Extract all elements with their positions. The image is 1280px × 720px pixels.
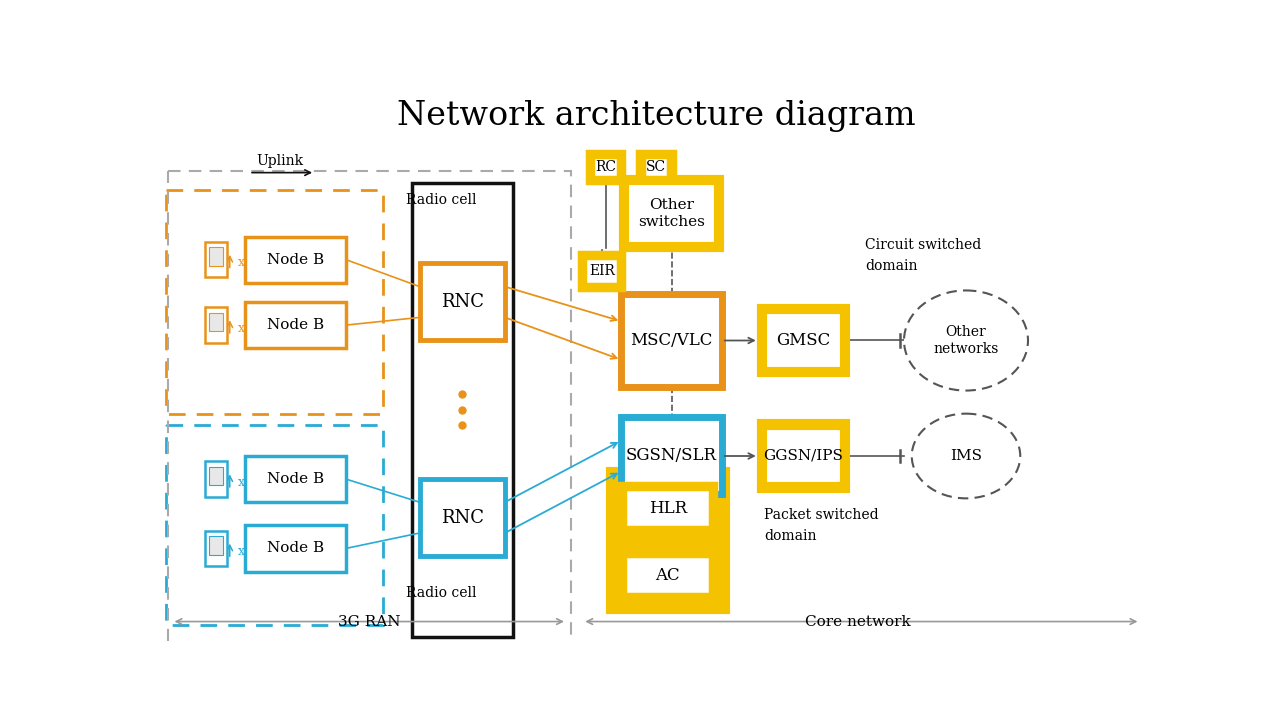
Text: Radio cell: Radio cell [407,586,477,600]
Text: Other
switches: Other switches [637,198,705,228]
Text: x: x [238,476,244,489]
Text: Packet switched
domain: Packet switched domain [764,508,879,543]
Text: Node B: Node B [268,472,324,486]
Text: x: x [238,545,244,558]
Text: SC: SC [646,161,666,174]
Text: RNC: RNC [440,293,484,311]
Bar [205,531,227,566]
Bar [585,258,618,284]
Bar [626,490,710,527]
Text: RC: RC [595,161,616,174]
Bar [621,177,722,250]
Bar [588,151,625,184]
Bar [593,157,618,177]
Bar [627,183,716,244]
Bar [626,557,710,594]
Text: SGSN/SLR: SGSN/SLR [626,448,717,464]
Bar [759,306,847,375]
Bar [759,421,847,490]
Bar [621,418,722,495]
Bar [644,157,668,177]
Bar [209,536,223,554]
Ellipse shape [911,414,1020,498]
Bar [637,151,675,184]
Text: Other
networks: Other networks [933,325,998,356]
Text: EIR: EIR [589,264,614,278]
Bar [168,171,571,649]
Text: RNC: RNC [440,508,484,526]
Bar [621,294,722,387]
Bar [412,183,512,637]
Text: Network architecture diagram: Network architecture diagram [397,99,915,132]
Text: Node B: Node B [268,253,324,266]
Bar [205,307,227,343]
Text: GMSC: GMSC [776,332,831,349]
Bar [765,312,842,369]
Bar [166,190,383,414]
Bar [246,526,346,572]
Bar [246,302,346,348]
Text: Core network: Core network [805,615,910,629]
Bar [420,264,504,341]
Bar [580,252,625,290]
Text: Node B: Node B [268,318,324,332]
Bar [420,479,504,556]
Text: Uplink: Uplink [256,154,303,168]
Text: Radio cell: Radio cell [407,194,477,207]
Bar [246,456,346,503]
Bar [209,467,223,485]
Text: 3G RAN: 3G RAN [338,615,401,629]
Text: IMS: IMS [950,449,982,463]
Bar [620,550,716,600]
Bar [209,248,223,266]
Text: AC: AC [655,567,680,584]
Text: Circuit switched
domain: Circuit switched domain [865,238,982,273]
Text: Node B: Node B [268,541,324,555]
Bar [205,242,227,277]
Bar [166,426,383,626]
Text: x: x [238,256,244,269]
Ellipse shape [904,290,1028,390]
Text: MSC/VLC: MSC/VLC [630,332,713,349]
Text: x: x [238,322,244,335]
Bar [246,237,346,283]
Bar [608,469,728,612]
Text: GGSN/IPS: GGSN/IPS [763,449,844,463]
Text: HLR: HLR [649,500,686,517]
Bar [209,312,223,331]
Bar [205,462,227,497]
Bar [765,428,842,485]
Bar [620,483,716,534]
